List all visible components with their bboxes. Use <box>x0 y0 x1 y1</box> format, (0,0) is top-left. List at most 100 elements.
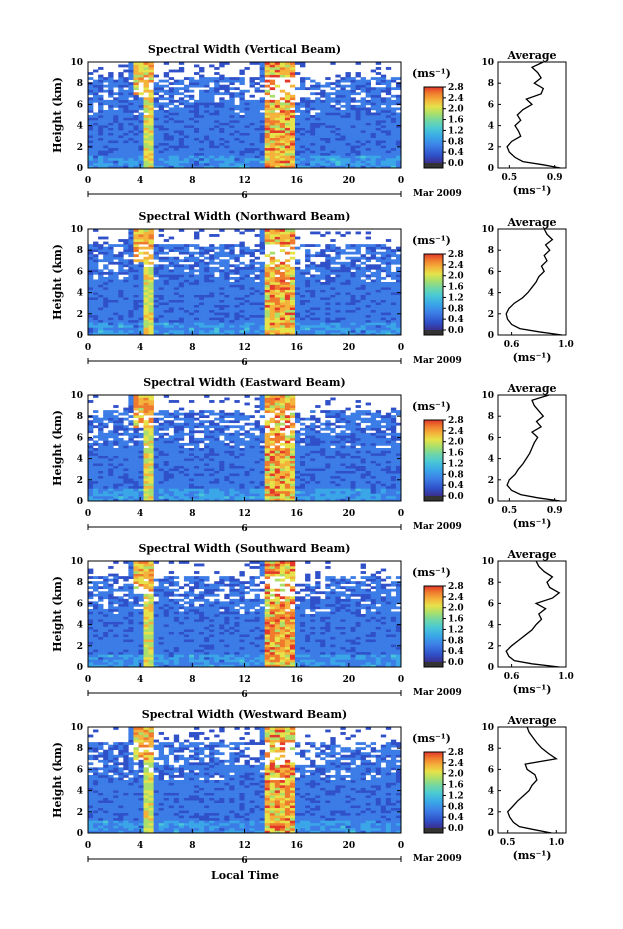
heatmap-cell <box>214 317 220 321</box>
heatmap-cell <box>264 271 271 275</box>
heatmap-cell <box>219 107 225 111</box>
heatmap-cell <box>108 490 114 494</box>
heatmap-cell <box>204 84 210 88</box>
heatmap-cell <box>158 465 165 469</box>
heatmap-cell <box>209 89 215 93</box>
heatmap-cell <box>143 402 149 406</box>
heatmap-cell <box>219 152 225 156</box>
heatmap-cell <box>254 297 260 300</box>
heatmap-cell <box>98 470 104 474</box>
heatmap-cell <box>269 312 276 316</box>
heatmap-cell <box>249 79 255 83</box>
heatmap-cell <box>259 289 265 293</box>
heatmap-cell <box>143 432 149 436</box>
heatmap-cell <box>128 317 134 321</box>
heatmap-cell <box>163 289 170 293</box>
heatmap-cell <box>345 132 351 136</box>
y-tick-label: 10 <box>70 225 83 235</box>
heatmap-cell <box>113 256 119 260</box>
heatmap-cell <box>365 274 372 278</box>
heatmap-cell <box>229 269 235 273</box>
heatmap-cell <box>178 490 185 494</box>
heatmap-cell <box>269 135 276 139</box>
heatmap-cell <box>330 87 336 91</box>
heatmap-cell <box>370 145 377 149</box>
heatmap-cell <box>188 135 195 139</box>
heatmap-cell <box>315 282 321 285</box>
heatmap-cell <box>300 122 306 126</box>
heatmap-cell <box>375 94 382 98</box>
heatmap-cell <box>133 297 139 300</box>
heatmap-cell <box>88 289 94 293</box>
heatmap-cell <box>350 107 356 111</box>
heatmap-cell <box>279 145 286 149</box>
heatmap-cell <box>254 152 260 156</box>
heatmap-cell <box>335 150 341 154</box>
heatmap-cell <box>148 99 154 103</box>
heatmap-cell <box>345 97 351 101</box>
heatmap-cell <box>118 102 124 106</box>
heatmap-cell <box>370 279 377 283</box>
heatmap-cell <box>345 92 351 96</box>
heatmap-cell <box>103 440 109 444</box>
heatmap-cell <box>178 478 185 482</box>
heatmap-cell <box>173 483 180 487</box>
heatmap-cell <box>204 127 210 131</box>
heatmap-cell <box>254 62 260 65</box>
heatmap-cell <box>249 102 255 106</box>
heatmap-cell <box>108 130 114 133</box>
heatmap-cell <box>183 297 190 300</box>
heatmap-cell <box>234 279 240 283</box>
heatmap-cell <box>274 160 281 164</box>
heatmap-cell <box>148 142 154 146</box>
heatmap-cell <box>123 493 129 497</box>
heatmap-cell <box>113 157 119 161</box>
heatmap-cell <box>123 122 129 126</box>
heatmap-cell <box>103 120 109 123</box>
heatmap-cell <box>138 312 144 316</box>
heatmap-cell <box>133 289 139 293</box>
heatmap-cell <box>365 246 372 250</box>
heatmap-cell <box>108 79 114 83</box>
heatmap-cell <box>284 269 291 273</box>
heatmap-cell <box>133 94 139 98</box>
heatmap-cell <box>310 302 316 306</box>
heatmap-cell <box>284 319 291 323</box>
heatmap-cell <box>375 150 382 154</box>
heatmap-cell <box>153 299 159 303</box>
heatmap-cell <box>178 319 185 323</box>
heatmap-cell <box>93 271 99 275</box>
heatmap-cell <box>214 107 220 111</box>
heatmap-cell <box>335 304 341 308</box>
heatmap-cell <box>153 152 159 156</box>
heatmap-cell <box>143 229 149 232</box>
heatmap-cell <box>118 445 124 449</box>
heatmap-cell <box>234 317 240 321</box>
heatmap-cell <box>153 99 159 103</box>
heatmap-cell <box>173 289 180 293</box>
heatmap-cell <box>123 425 129 429</box>
heatmap-cell <box>380 317 387 321</box>
heatmap-cell <box>108 287 114 290</box>
heatmap-cell <box>330 82 336 86</box>
heatmap-cell <box>249 269 255 273</box>
heatmap-cell <box>148 122 154 126</box>
heatmap-cell <box>239 130 245 133</box>
heatmap-cell <box>340 312 346 316</box>
heatmap-cell <box>148 470 154 474</box>
heatmap-cell <box>375 67 382 70</box>
heatmap-cell <box>173 490 180 494</box>
heatmap-cell <box>118 115 124 118</box>
heatmap-cell <box>279 292 286 295</box>
heatmap-cell <box>214 127 220 131</box>
heatmap-cell <box>239 246 245 250</box>
heatmap-cell <box>163 152 170 156</box>
heatmap-cell <box>138 495 144 499</box>
heatmap-cell <box>113 415 119 419</box>
heatmap-cell <box>315 104 321 108</box>
heatmap-cell <box>284 160 291 164</box>
heatmap-cell <box>224 264 230 268</box>
heatmap-cell <box>108 483 114 487</box>
heatmap-cell <box>390 152 397 156</box>
heatmap-cell <box>330 97 336 101</box>
